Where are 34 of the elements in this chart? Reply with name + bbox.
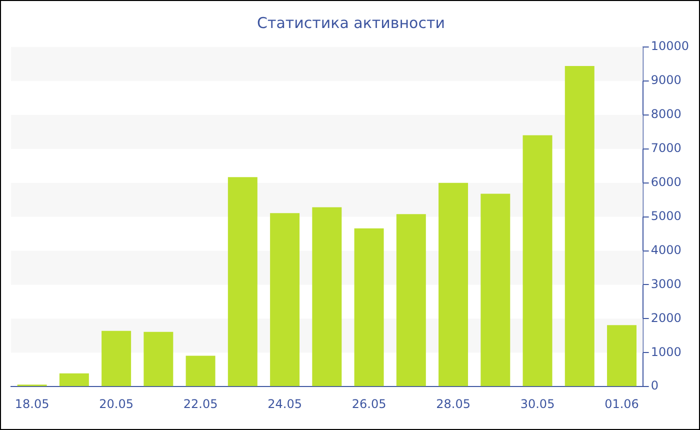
x-tick-label: 01.06 <box>604 396 639 411</box>
bar <box>270 213 300 386</box>
x-tick-label: 24.05 <box>268 396 302 411</box>
y-tick-label: 9000 <box>650 73 682 88</box>
bar <box>438 182 468 386</box>
bar <box>102 330 132 386</box>
y-tick-label: 4000 <box>650 242 682 257</box>
y-tick-label: 1000 <box>650 344 682 359</box>
bar <box>312 207 342 386</box>
bar <box>522 135 552 386</box>
x-tick-label: 30.05 <box>520 396 555 411</box>
bar <box>59 373 89 386</box>
bar <box>480 194 510 386</box>
bar <box>228 177 258 386</box>
x-tick-label: 22.05 <box>183 396 218 411</box>
bar <box>564 66 594 386</box>
x-tick-label: 28.05 <box>436 396 470 411</box>
y-tick-label: 7000 <box>650 141 682 156</box>
y-tick-label: 0 <box>650 378 658 393</box>
bar <box>144 332 174 386</box>
x-tick-label: 20.05 <box>99 396 134 411</box>
x-tick-label: 26.05 <box>352 396 386 411</box>
y-tick-label: 5000 <box>650 208 682 223</box>
bar <box>354 228 384 386</box>
x-tick-label: 18.05 <box>14 396 50 411</box>
y-tick-label: 3000 <box>650 276 682 291</box>
chart-title: Статистика активности <box>257 14 445 32</box>
y-tick-label: 2000 <box>650 310 682 325</box>
bar <box>607 325 637 386</box>
y-tick-label: 8000 <box>650 107 682 122</box>
y-tick-label: 10000 <box>650 39 690 54</box>
y-tick-label: 6000 <box>650 174 682 189</box>
bar <box>396 214 426 386</box>
bar <box>186 356 216 386</box>
